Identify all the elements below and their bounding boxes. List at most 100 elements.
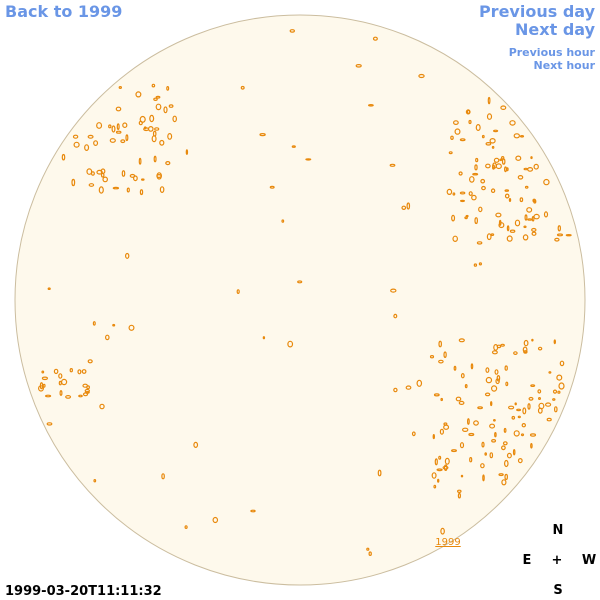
previous-hour-link[interactable]: Previous hour — [509, 46, 596, 59]
contour — [81, 369, 87, 374]
contour — [501, 156, 505, 160]
contour — [494, 369, 499, 375]
contour — [71, 178, 76, 187]
previous-day-link[interactable]: Previous day — [479, 2, 596, 21]
contour — [432, 434, 435, 440]
contour — [436, 468, 443, 472]
contour — [531, 231, 537, 236]
contour — [472, 172, 479, 176]
contour — [493, 418, 496, 422]
contour — [69, 368, 74, 373]
contour — [546, 417, 552, 422]
contour — [416, 379, 423, 387]
contour — [501, 445, 506, 451]
contour — [135, 91, 142, 98]
contour — [469, 457, 473, 463]
active-regions — [37, 29, 572, 557]
contour — [492, 162, 497, 169]
contour — [102, 176, 109, 183]
contour — [475, 123, 481, 131]
contour — [155, 103, 162, 111]
contour — [128, 324, 135, 331]
contour — [504, 166, 508, 173]
contour — [485, 367, 490, 373]
contour — [153, 155, 157, 163]
contour — [459, 138, 466, 142]
contour — [152, 130, 157, 137]
contour — [480, 463, 485, 469]
contour — [478, 262, 482, 266]
contour — [486, 233, 492, 241]
contour — [487, 96, 491, 105]
contour — [42, 383, 46, 388]
contour — [236, 289, 240, 295]
contour — [139, 115, 146, 123]
contour — [78, 394, 83, 398]
contour — [118, 85, 123, 89]
contour — [163, 106, 168, 114]
year-link[interactable]: 1999 — [435, 537, 460, 548]
contour — [559, 360, 565, 367]
contour — [166, 85, 170, 91]
contour — [485, 142, 492, 146]
contour — [508, 405, 515, 410]
contour — [474, 217, 479, 225]
contour — [153, 97, 158, 102]
contour — [269, 185, 275, 189]
contour — [287, 340, 294, 348]
contour — [212, 516, 219, 524]
contour — [65, 395, 72, 399]
contour — [509, 229, 516, 233]
contour — [59, 390, 63, 396]
contour — [446, 188, 453, 195]
contour — [498, 222, 505, 229]
contour — [100, 168, 106, 175]
contour — [533, 163, 539, 170]
compass-north: N — [553, 523, 564, 538]
contour — [132, 175, 138, 182]
contour — [418, 73, 425, 79]
contour — [87, 359, 93, 364]
contour — [368, 551, 372, 557]
contour — [454, 128, 461, 135]
contour — [185, 149, 189, 155]
contour — [453, 120, 459, 125]
contour — [440, 527, 445, 535]
contour — [111, 125, 116, 133]
contour — [281, 219, 285, 223]
contour — [523, 225, 527, 229]
next-day-link[interactable]: Next day — [515, 20, 596, 39]
contour — [556, 374, 563, 381]
contour — [489, 423, 496, 429]
contour — [439, 428, 444, 435]
contour — [485, 376, 493, 384]
contour — [115, 106, 122, 112]
contour — [61, 153, 66, 161]
contour — [467, 418, 470, 425]
contour — [521, 423, 527, 428]
contour — [523, 350, 528, 354]
contour — [77, 369, 82, 375]
contour — [531, 227, 537, 232]
contour — [537, 397, 541, 401]
contour — [87, 134, 94, 139]
contour — [491, 385, 498, 392]
contour — [297, 280, 303, 284]
contour — [450, 135, 454, 140]
contour — [389, 163, 396, 167]
contour — [58, 373, 63, 379]
contour — [156, 172, 163, 180]
contour — [522, 234, 529, 241]
back-link[interactable]: Back to 1999 — [5, 2, 122, 21]
contour — [495, 212, 502, 218]
contour — [82, 383, 89, 388]
contour — [486, 113, 493, 120]
contour — [482, 474, 485, 482]
contour — [460, 474, 464, 478]
contour — [458, 338, 465, 343]
contour — [96, 169, 103, 175]
contour — [262, 336, 266, 340]
next-hour-link[interactable]: Next hour — [534, 59, 596, 72]
contour — [124, 252, 130, 259]
contour — [41, 370, 45, 374]
